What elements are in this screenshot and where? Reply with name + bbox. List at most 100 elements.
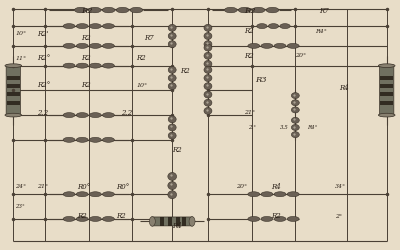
Ellipse shape <box>252 7 265 13</box>
Ellipse shape <box>189 216 195 226</box>
Ellipse shape <box>63 113 75 117</box>
Ellipse shape <box>378 64 395 68</box>
Text: 21°: 21° <box>37 184 48 189</box>
Ellipse shape <box>5 64 22 68</box>
Ellipse shape <box>89 24 101 28</box>
Text: 10°: 10° <box>136 83 148 88</box>
Ellipse shape <box>63 192 75 197</box>
Text: R2: R2 <box>180 66 190 74</box>
FancyBboxPatch shape <box>380 84 394 88</box>
FancyBboxPatch shape <box>380 101 394 105</box>
Ellipse shape <box>63 137 75 142</box>
Ellipse shape <box>287 216 299 222</box>
Ellipse shape <box>102 192 114 197</box>
Text: R7: R7 <box>144 34 154 42</box>
Ellipse shape <box>291 100 299 106</box>
Text: R2: R2 <box>116 212 126 220</box>
Ellipse shape <box>168 24 176 31</box>
Ellipse shape <box>76 63 88 68</box>
Ellipse shape <box>204 99 212 106</box>
Text: 21°: 21° <box>244 110 255 115</box>
Text: 23°: 23° <box>15 204 25 209</box>
Text: R2: R2 <box>81 34 90 42</box>
FancyBboxPatch shape <box>6 65 20 116</box>
Text: 2°: 2° <box>335 214 342 219</box>
Text: 34°: 34° <box>335 184 346 189</box>
Ellipse shape <box>168 32 176 40</box>
Ellipse shape <box>291 117 299 123</box>
FancyBboxPatch shape <box>6 84 20 88</box>
Ellipse shape <box>63 24 75 28</box>
Ellipse shape <box>168 41 176 48</box>
FancyBboxPatch shape <box>6 92 20 96</box>
Ellipse shape <box>63 63 75 68</box>
FancyBboxPatch shape <box>6 101 20 105</box>
Ellipse shape <box>168 124 176 131</box>
Ellipse shape <box>204 32 212 40</box>
Text: 2.°: 2.° <box>248 125 256 130</box>
Text: R4: R4 <box>339 84 349 92</box>
Text: R7: R7 <box>319 7 329 15</box>
FancyBboxPatch shape <box>6 76 20 80</box>
Ellipse shape <box>274 216 286 222</box>
Text: 20°: 20° <box>236 184 247 189</box>
FancyBboxPatch shape <box>380 76 394 80</box>
Ellipse shape <box>74 7 87 13</box>
Ellipse shape <box>204 74 212 82</box>
FancyBboxPatch shape <box>176 217 180 226</box>
Ellipse shape <box>248 216 260 222</box>
Ellipse shape <box>204 52 212 59</box>
Text: R2: R2 <box>172 146 182 154</box>
Text: R0°: R0° <box>116 183 130 191</box>
Text: R4°: R4° <box>315 28 327 34</box>
Text: 2.2: 2.2 <box>120 109 132 117</box>
Ellipse shape <box>261 216 273 222</box>
Text: R3: R3 <box>256 76 267 84</box>
Text: 10°: 10° <box>15 31 26 36</box>
Text: 11°: 11° <box>15 56 26 61</box>
Ellipse shape <box>89 63 101 68</box>
Ellipse shape <box>76 192 88 197</box>
Ellipse shape <box>102 113 114 117</box>
Ellipse shape <box>89 44 101 48</box>
Ellipse shape <box>89 192 101 197</box>
Ellipse shape <box>76 137 88 142</box>
Ellipse shape <box>63 44 75 48</box>
Ellipse shape <box>204 91 212 98</box>
Ellipse shape <box>257 24 267 28</box>
Text: 3.5: 3.5 <box>280 125 288 130</box>
Ellipse shape <box>102 24 114 28</box>
Ellipse shape <box>168 66 176 73</box>
Text: R2: R2 <box>244 27 254 35</box>
Ellipse shape <box>291 92 299 98</box>
FancyBboxPatch shape <box>160 217 164 226</box>
Ellipse shape <box>248 192 260 197</box>
Text: 2.2: 2.2 <box>37 109 48 117</box>
Ellipse shape <box>76 24 88 28</box>
Ellipse shape <box>102 63 114 68</box>
Ellipse shape <box>102 7 115 13</box>
Ellipse shape <box>168 83 176 90</box>
Text: R2: R2 <box>81 82 90 90</box>
Text: R2: R2 <box>81 54 90 62</box>
Text: R2: R2 <box>136 54 146 62</box>
FancyBboxPatch shape <box>182 217 186 226</box>
Ellipse shape <box>88 7 101 13</box>
Ellipse shape <box>168 172 176 180</box>
Ellipse shape <box>238 7 251 13</box>
FancyBboxPatch shape <box>380 92 394 96</box>
Ellipse shape <box>116 7 129 13</box>
Ellipse shape <box>204 41 212 48</box>
FancyBboxPatch shape <box>151 217 193 226</box>
Ellipse shape <box>280 24 290 28</box>
Ellipse shape <box>204 60 212 68</box>
Ellipse shape <box>261 192 273 197</box>
Text: R2°: R2° <box>37 54 50 62</box>
Ellipse shape <box>204 24 212 31</box>
Ellipse shape <box>168 191 176 199</box>
Ellipse shape <box>168 132 176 139</box>
Ellipse shape <box>63 216 75 222</box>
Ellipse shape <box>89 216 101 222</box>
Ellipse shape <box>224 7 237 13</box>
Ellipse shape <box>102 137 114 142</box>
